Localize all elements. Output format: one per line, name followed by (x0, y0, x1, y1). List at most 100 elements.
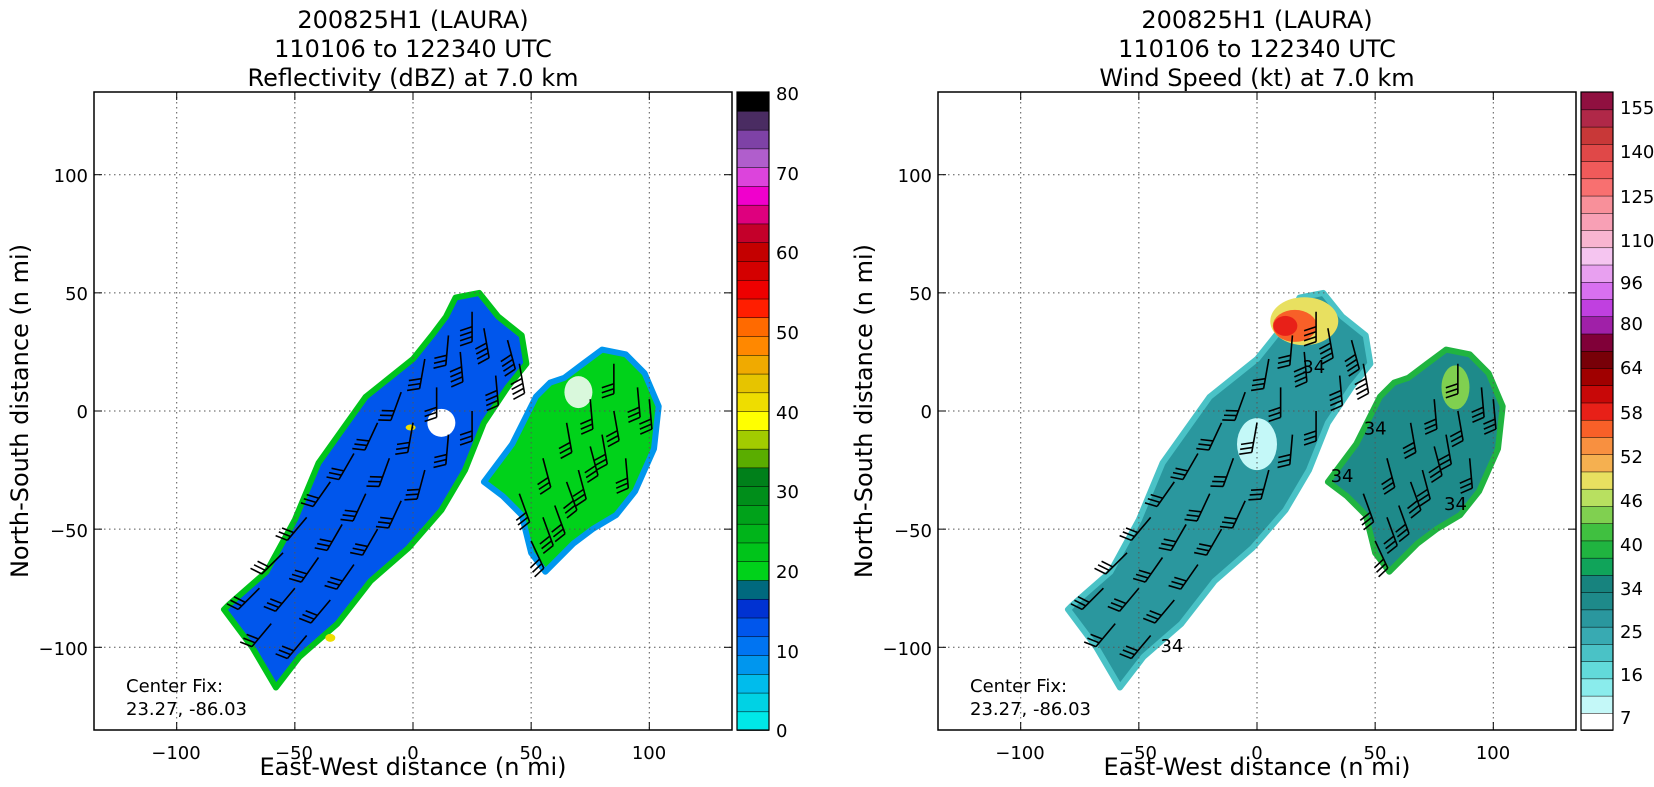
x-tick-label: 0 (1251, 743, 1262, 764)
wind-speed-panel: 200825H1 (LAURA) 110106 to 122340 UTC Wi… (850, 6, 1654, 781)
colorbar-bin (1580, 281, 1614, 300)
colorbar-bin (736, 391, 770, 412)
colorbar-tick-label: 30 (776, 482, 799, 503)
reflectivity-field (221, 289, 662, 691)
colorbar-bin (736, 429, 770, 450)
wind-barb (615, 458, 630, 494)
y-tick-label: 0 (77, 402, 88, 423)
wind-barb (406, 358, 426, 392)
y-axis-label: North-South distance (n mi) (850, 244, 878, 578)
wind-band (1441, 365, 1470, 410)
colorbar-tick-label: 80 (1620, 314, 1643, 335)
wind-barb (1119, 634, 1152, 660)
panel-title-line-2: 110106 to 122340 UTC (274, 35, 552, 63)
wind-barb (639, 399, 653, 435)
colorbar-bin (1580, 402, 1614, 421)
colorbar-bin (1580, 660, 1614, 680)
colorbar-bin (1580, 229, 1614, 249)
colorbar-bin (736, 204, 770, 225)
wind-barb (352, 422, 379, 451)
contour-labels: 34 34 34 34 34 (1160, 357, 1466, 657)
colorbar-bin (736, 354, 770, 375)
wind-barb (459, 411, 473, 446)
wind-barb (500, 339, 517, 377)
colorbar-bin (736, 617, 770, 638)
axis-ticks (938, 92, 1576, 730)
center-fix-label: Center Fix: (126, 676, 223, 697)
wind-barb (1158, 524, 1187, 552)
colorbar-bin (736, 598, 770, 619)
colorbar-tick-label: 155 (1620, 98, 1654, 119)
colorbar-bin (736, 504, 770, 525)
colorbar-bin (1580, 384, 1614, 404)
wind-barb (1219, 500, 1246, 529)
colorbar-bin (736, 279, 770, 300)
colorbar-bin (1580, 712, 1614, 731)
wind-barb (510, 363, 526, 401)
colorbar-bin (1580, 91, 1614, 111)
wind-barb (300, 481, 331, 508)
wind-barb (601, 363, 615, 399)
wind-barb (1277, 434, 1294, 469)
wind-barb (1449, 410, 1464, 448)
colorbar-tick-label: 46 (1620, 491, 1643, 512)
wind-barb (263, 587, 296, 612)
colorbar-bin (736, 166, 770, 187)
y-tick-label: −100 (39, 639, 88, 660)
y-axis-label: North-South distance (n mi) (6, 244, 34, 578)
wind-barb (1354, 363, 1370, 401)
colorbar-frame (1580, 91, 1614, 731)
wind-barb (515, 493, 531, 531)
center-fix-label: Center Fix: (970, 676, 1067, 697)
wind-barb (1359, 493, 1375, 531)
wind-barb (378, 391, 402, 422)
colorbar-tick-label: 25 (1620, 622, 1643, 643)
colorbar-bin (1580, 367, 1614, 386)
wind-barb (250, 552, 284, 575)
wind-barb (537, 458, 552, 495)
wind-barb (1250, 358, 1270, 392)
x-tick-label: 100 (632, 743, 666, 764)
panel-title-line-1: 200825H1 (LAURA) (297, 6, 528, 34)
wind-barb (275, 634, 308, 660)
wind-barb (1303, 311, 1317, 347)
colorbar-bin (736, 448, 770, 469)
colorbar-tick-label: 110 (1620, 231, 1654, 252)
colorbar-bin (736, 148, 770, 168)
wind-barb (1119, 516, 1152, 542)
panel-title-line-3: Reflectivity (dBZ) at 7.0 km (248, 64, 579, 92)
wind-barb (226, 587, 260, 611)
wind-barb (1293, 351, 1308, 388)
wind-barbs (226, 311, 653, 660)
reflectivity-colorbar (736, 91, 770, 731)
colorbar-bin (1580, 143, 1614, 162)
wind-barb (375, 500, 402, 529)
colorbar-tick-label: 70 (776, 164, 799, 185)
colorbar-bin (1580, 540, 1614, 559)
colorbar-bin (1580, 488, 1614, 507)
colorbar-bin (1580, 557, 1614, 576)
wind-barb (1344, 339, 1361, 377)
colorbar-tick-label: 60 (776, 243, 799, 264)
wind-barb (1277, 335, 1294, 369)
wind-barb (314, 524, 343, 552)
colorbar-tick-label: 140 (1620, 142, 1654, 163)
wind-barb (1407, 481, 1422, 519)
y-tick-label: 50 (909, 284, 932, 305)
wind-barb (298, 599, 331, 624)
wind-barb (551, 505, 566, 543)
colorbar-bin (736, 298, 770, 319)
wind-barb (1268, 387, 1282, 423)
colorbar-bin (1580, 471, 1614, 490)
wind-barb (1222, 391, 1246, 422)
y-tick-label: 50 (65, 284, 88, 305)
wind-barb (1196, 422, 1223, 451)
colorbar-bin (1580, 591, 1614, 611)
y-tick-label: 100 (54, 166, 88, 187)
center-fix-coords: 23.27, -86.03 (970, 699, 1091, 720)
colorbar-bin (1580, 177, 1614, 197)
y-tick-label: −50 (894, 521, 932, 542)
wind-barb (1094, 552, 1128, 575)
colorbar-tick-label: 96 (1620, 273, 1643, 294)
colorbar-bin (736, 635, 770, 656)
